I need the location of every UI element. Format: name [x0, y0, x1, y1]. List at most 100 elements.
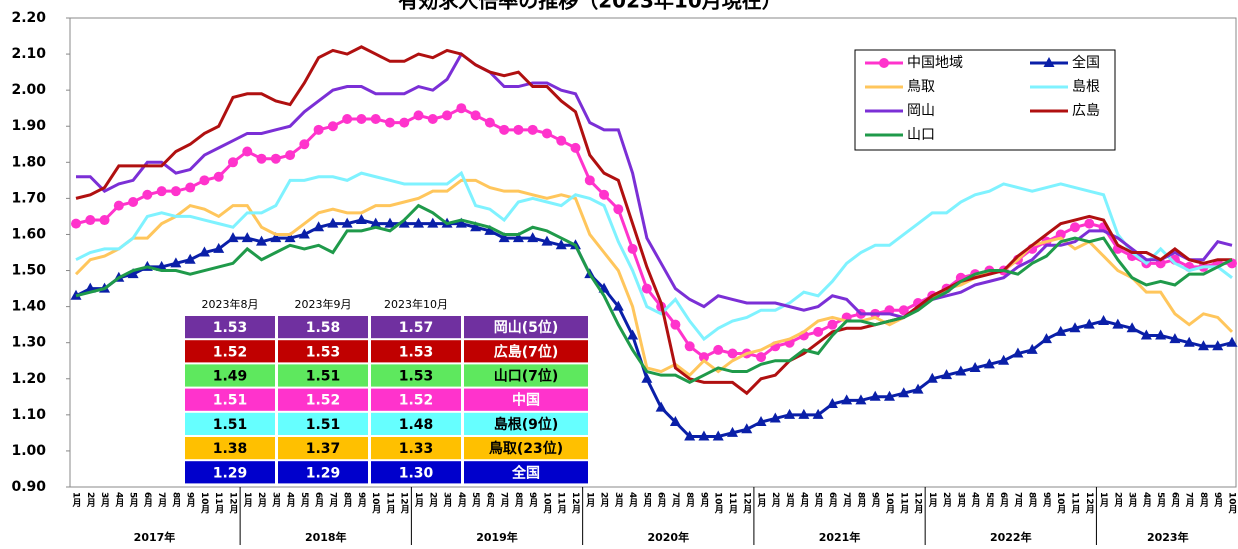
- x-tick-label: 10月: [541, 492, 553, 514]
- x-tick-label: 6月: [656, 492, 668, 508]
- table-text: 中国: [512, 392, 540, 409]
- x-tick-label: 7月: [499, 492, 511, 508]
- x-tick-label: 11月: [727, 492, 739, 514]
- x-tick-label: 11月: [556, 492, 568, 514]
- table-text: 鳥取(23位): [489, 440, 563, 457]
- x-tick-label: 1月: [242, 492, 254, 508]
- table-text: 1.52: [399, 393, 434, 409]
- table-text: 1.53: [213, 320, 248, 336]
- x-tick-label: 3月: [955, 492, 967, 508]
- table-text: 1.51: [306, 417, 341, 433]
- x-tick-label: 10月: [199, 492, 211, 514]
- x-tick-label: 4月: [627, 492, 639, 508]
- point: [171, 186, 181, 196]
- x-tick-label: 8月: [1198, 492, 1210, 508]
- table-text: 山口(7位): [494, 368, 559, 385]
- table-text: 1.53: [399, 344, 434, 360]
- point: [585, 175, 595, 185]
- point: [827, 320, 837, 330]
- point: [613, 204, 623, 214]
- x-tick-label: 11月: [384, 492, 396, 514]
- point: [285, 150, 295, 160]
- point: [670, 320, 680, 330]
- x-tick-label: 4月: [1141, 492, 1153, 508]
- x-tick-label: 1月: [1098, 492, 1110, 508]
- x-tick-label: 4月: [798, 492, 810, 508]
- table-header: 2023年10月: [384, 297, 448, 311]
- x-tick-label: 5月: [1155, 492, 1167, 508]
- point: [1070, 222, 1080, 232]
- table-text: 1.33: [399, 441, 434, 457]
- y-tick-label: 1.40: [11, 299, 46, 315]
- point: [314, 125, 324, 135]
- x-tick-label: 8月: [855, 492, 867, 508]
- x-tick-label: 5月: [641, 492, 653, 508]
- x-tick-label: 1月: [71, 492, 83, 508]
- point: [199, 175, 209, 185]
- x-tick-label: 9月: [870, 492, 882, 508]
- point: [485, 118, 495, 128]
- year-label: 2017年: [134, 530, 176, 544]
- legend-label: 岡山: [907, 103, 935, 119]
- legend-label: 全国: [1072, 54, 1100, 71]
- x-tick-label: 1月: [756, 492, 768, 508]
- x-tick-label: 7月: [156, 492, 168, 508]
- x-tick-label: 3月: [1127, 492, 1139, 508]
- x-tick-label: 2月: [770, 492, 782, 508]
- x-tick-label: 3月: [613, 492, 625, 508]
- x-tick-label: 12月: [741, 492, 753, 514]
- y-tick-label: 1.70: [11, 190, 46, 206]
- x-tick-label: 6月: [998, 492, 1010, 508]
- x-tick-label: 5月: [128, 492, 140, 508]
- x-tick-label: 2月: [599, 492, 611, 508]
- point: [257, 154, 267, 164]
- table-header: 2023年8月: [202, 297, 259, 311]
- x-tick-label: 12月: [399, 492, 411, 514]
- x-tick-label: 9月: [698, 492, 710, 508]
- table-text: 1.52: [306, 393, 341, 409]
- x-tick-label: 9月: [1041, 492, 1053, 508]
- point: [642, 284, 652, 294]
- x-tick-label: 6月: [827, 492, 839, 508]
- year-label: 2019年: [476, 530, 518, 544]
- y-tick-label: 2.00: [11, 82, 46, 98]
- table-text: 1.29: [213, 465, 248, 481]
- point: [271, 154, 281, 164]
- table-text: 1.30: [399, 465, 434, 481]
- point: [228, 157, 238, 167]
- table-text: 1.29: [306, 465, 341, 481]
- point: [813, 327, 823, 337]
- y-tick-label: 1.00: [11, 443, 46, 459]
- point: [685, 341, 695, 351]
- year-label: 2020年: [647, 530, 689, 544]
- point: [499, 125, 509, 135]
- point: [185, 183, 195, 193]
- x-tick-label: 4月: [456, 492, 468, 508]
- table-text: 1.51: [306, 369, 341, 385]
- x-tick-label: 11月: [898, 492, 910, 514]
- x-tick-label: 7月: [841, 492, 853, 508]
- point: [641, 373, 652, 383]
- table-text: 1.51: [213, 393, 248, 409]
- x-tick-label: 9月: [356, 492, 368, 508]
- point: [242, 146, 252, 156]
- table-text: 1.53: [306, 344, 341, 360]
- point: [628, 244, 638, 254]
- legend-label: 山口: [907, 127, 935, 143]
- year-label: 2021年: [819, 530, 861, 544]
- y-tick-label: 1.20: [11, 371, 46, 387]
- year-label: 2022年: [990, 530, 1032, 544]
- point: [399, 118, 409, 128]
- table-text: 1.38: [213, 441, 248, 457]
- point: [556, 136, 566, 146]
- x-tick-label: 6月: [1169, 492, 1181, 508]
- point: [299, 139, 309, 149]
- legend-label: 中国地域: [907, 55, 963, 71]
- table-text: 1.48: [399, 417, 434, 433]
- x-tick-label: 1月: [927, 492, 939, 508]
- x-tick-label: 5月: [470, 492, 482, 508]
- point: [385, 118, 395, 128]
- x-tick-label: 3月: [442, 492, 454, 508]
- table-text: 1.57: [399, 320, 434, 336]
